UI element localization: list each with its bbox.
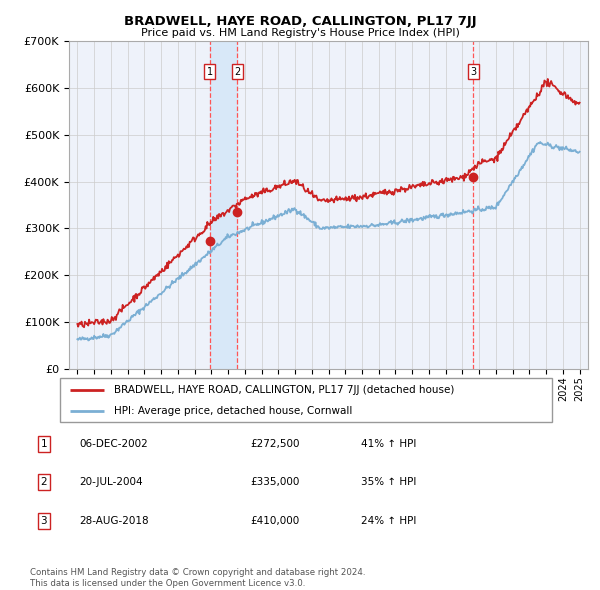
Bar — [210, 41, 237, 369]
Text: £335,000: £335,000 — [251, 477, 300, 487]
Text: 3: 3 — [470, 67, 476, 77]
Text: 28-AUG-2018: 28-AUG-2018 — [80, 516, 149, 526]
Text: 20-JUL-2004: 20-JUL-2004 — [80, 477, 143, 487]
Text: BRADWELL, HAYE ROAD, CALLINGTON, PL17 7JJ (detached house): BRADWELL, HAYE ROAD, CALLINGTON, PL17 7J… — [114, 385, 454, 395]
Text: 1: 1 — [40, 439, 47, 449]
Text: 3: 3 — [40, 516, 47, 526]
Text: 2: 2 — [234, 67, 241, 77]
Text: HPI: Average price, detached house, Cornwall: HPI: Average price, detached house, Corn… — [114, 406, 352, 416]
Text: 06-DEC-2002: 06-DEC-2002 — [80, 439, 148, 449]
Text: Contains HM Land Registry data © Crown copyright and database right 2024.: Contains HM Land Registry data © Crown c… — [30, 568, 365, 577]
Text: 41% ↑ HPI: 41% ↑ HPI — [361, 439, 416, 449]
Text: £272,500: £272,500 — [251, 439, 301, 449]
Text: BRADWELL, HAYE ROAD, CALLINGTON, PL17 7JJ: BRADWELL, HAYE ROAD, CALLINGTON, PL17 7J… — [124, 15, 476, 28]
Text: Price paid vs. HM Land Registry's House Price Index (HPI): Price paid vs. HM Land Registry's House … — [140, 28, 460, 38]
Text: 2: 2 — [40, 477, 47, 487]
Text: 24% ↑ HPI: 24% ↑ HPI — [361, 516, 416, 526]
Text: 1: 1 — [207, 67, 213, 77]
Text: £410,000: £410,000 — [251, 516, 300, 526]
Text: This data is licensed under the Open Government Licence v3.0.: This data is licensed under the Open Gov… — [30, 579, 305, 588]
Text: 35% ↑ HPI: 35% ↑ HPI — [361, 477, 416, 487]
